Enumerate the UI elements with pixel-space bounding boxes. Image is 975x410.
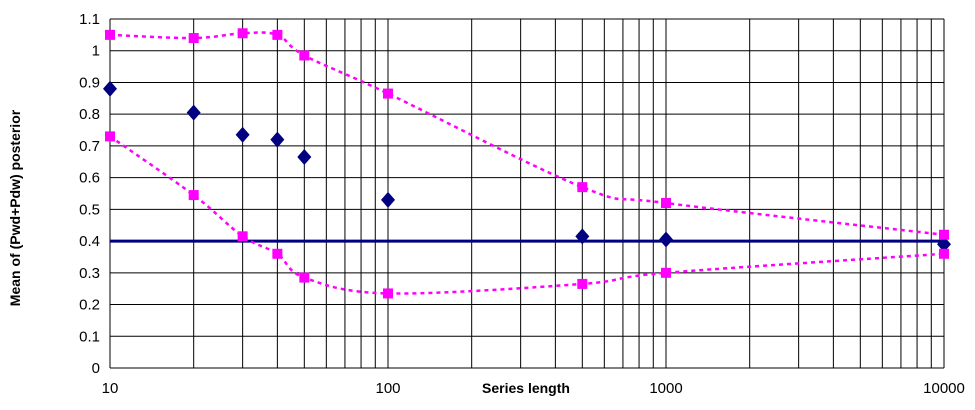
square-point	[299, 50, 310, 61]
diamond-point	[297, 149, 312, 166]
tick-labels: 0 0.1 0.2 0.3 0.4 0.5 0.6 0.7 0.8 0.9 1 1.1 10 100 100…	[79, 11, 965, 397]
square-point	[939, 229, 949, 240]
diamond-point	[270, 131, 285, 148]
square-point	[105, 131, 115, 142]
y-tick-label: 0.3	[79, 265, 100, 282]
square-point	[188, 33, 199, 44]
diamond-point	[186, 104, 201, 121]
x-tick-label: 1000	[649, 380, 682, 397]
square-point	[383, 88, 393, 99]
diamond-point	[103, 80, 117, 97]
y-tick-label: 0.5	[79, 201, 100, 218]
diamond-point	[937, 236, 951, 253]
square-point	[237, 28, 248, 39]
square-point	[661, 198, 671, 209]
y-tick-label: 1.1	[79, 11, 100, 28]
x-axis-label: Series length	[482, 380, 570, 396]
diamond-point	[235, 126, 250, 143]
y-tick-label: 0.2	[79, 297, 100, 314]
y-tick-label: 0.6	[79, 170, 100, 187]
axes	[109, 19, 944, 369]
square-point	[237, 231, 248, 242]
square-point	[188, 190, 199, 201]
y-tick-label: 0.4	[79, 233, 100, 250]
square-point	[661, 267, 671, 278]
diamond-point	[659, 231, 673, 248]
series-layer	[103, 28, 951, 299]
series-line	[109, 135, 945, 295]
square-point	[272, 248, 283, 259]
square-point	[577, 182, 588, 193]
square-point	[105, 29, 115, 40]
y-tick-label: 0.8	[79, 106, 100, 123]
x-tick-label: 10	[102, 380, 119, 397]
square-point	[272, 29, 283, 40]
grid	[109, 18, 945, 369]
y-tick-label: 0	[92, 360, 100, 377]
series-line	[109, 31, 945, 236]
y-tick-label: 0.1	[79, 328, 100, 345]
square-point	[577, 278, 588, 289]
y-tick-label: 0.7	[79, 138, 100, 155]
diamond-point	[381, 191, 395, 208]
x-tick-label: 10000	[923, 380, 965, 397]
square-point	[383, 288, 393, 299]
y-tick-label: 0.9	[79, 74, 100, 91]
square-point	[939, 248, 949, 259]
y-axis-label: Mean of (Pwd+Pdw) posterior	[7, 109, 23, 306]
y-tick-label: 1	[92, 43, 100, 60]
diamond-point	[575, 228, 590, 245]
x-tick-label: 100	[375, 380, 400, 397]
square-point	[299, 272, 310, 283]
